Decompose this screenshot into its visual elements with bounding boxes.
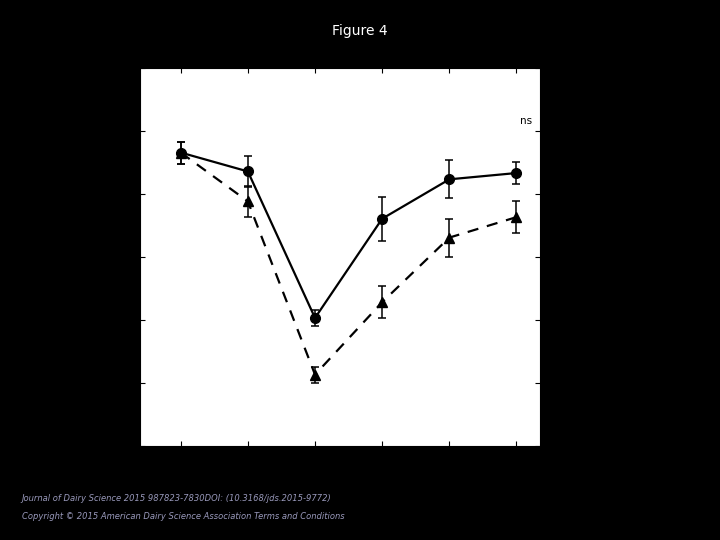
Text: ns: ns xyxy=(520,116,532,126)
Text: Figure 4: Figure 4 xyxy=(332,24,388,38)
Y-axis label: Milk yield (kg/d): Milk yield (kg/d) xyxy=(103,206,116,307)
X-axis label: Day: Day xyxy=(328,477,353,490)
Text: Journal of Dairy Science 2015 987823-7830DOI: (10.3168/jds.2015-9772): Journal of Dairy Science 2015 987823-783… xyxy=(22,494,331,503)
Text: Copyright © 2015 American Dairy Science Association Terms and Conditions: Copyright © 2015 American Dairy Science … xyxy=(22,512,344,521)
